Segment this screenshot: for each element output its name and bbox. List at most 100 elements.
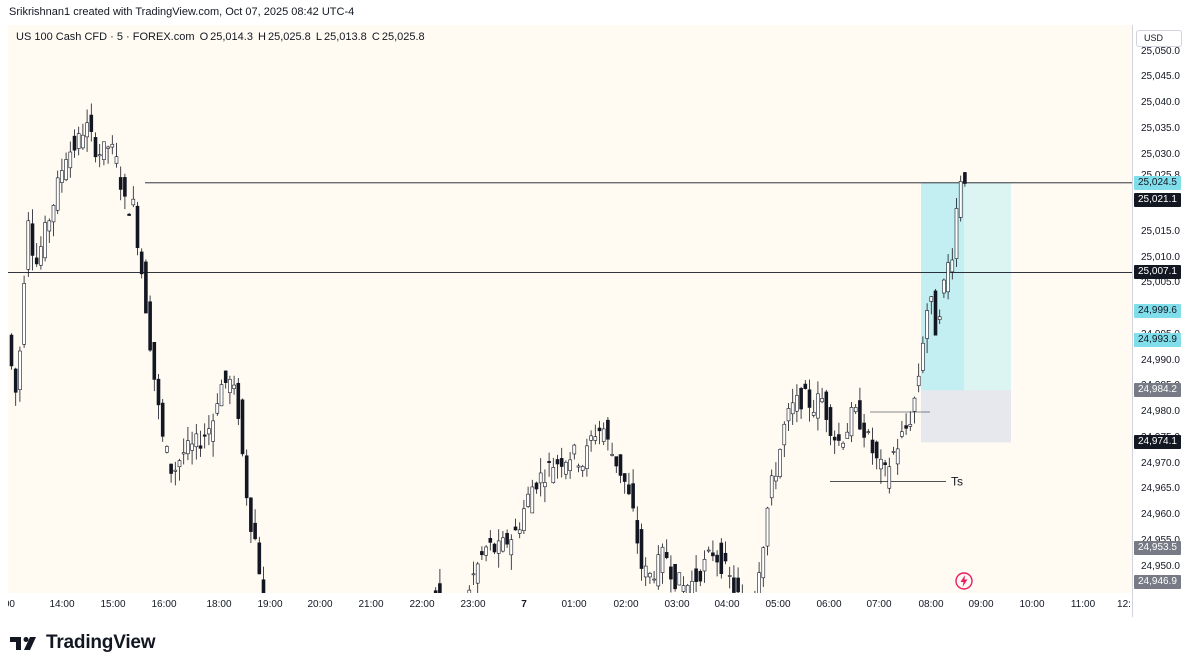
candle-body (177, 460, 182, 468)
price-level-badge[interactable]: 24,993.9 (1134, 333, 1181, 348)
candle-body (85, 122, 89, 138)
candle-body (68, 151, 73, 169)
candle-body (593, 436, 598, 441)
candle-body (769, 475, 774, 499)
candle-body (72, 135, 77, 151)
candle-body (832, 436, 837, 441)
candle-body (534, 482, 539, 490)
snapshot-caption: Srikrishnan1 created with TradingView.co… (9, 6, 355, 18)
candle-body (736, 577, 740, 593)
candle-body (916, 375, 921, 387)
candle-body (488, 537, 493, 543)
price-level-badge[interactable]: 24,984.2 (1134, 383, 1181, 398)
candle-body (811, 411, 816, 416)
candle-body (219, 384, 224, 407)
currency-button[interactable]: USD (1136, 30, 1182, 47)
price-tick-label: 24,950.0 (1141, 560, 1180, 572)
candle-body (782, 423, 787, 446)
candlestick-series[interactable] (9, 103, 967, 593)
candle-body (106, 146, 110, 149)
candle-body (60, 170, 64, 183)
candle-body (513, 526, 518, 531)
axis-corner (1132, 593, 1192, 617)
time-tick-label: 18:00 (206, 599, 232, 610)
tradingview-logo[interactable]: TradingView (10, 632, 156, 654)
candle-body (39, 246, 43, 266)
candle-body (698, 571, 703, 582)
time-tick-label: 08:00 (918, 599, 944, 610)
candle-body (559, 458, 564, 467)
price-level-badge[interactable]: 25,024.5 (1134, 175, 1181, 190)
candle-body (652, 578, 656, 581)
price-level-badge[interactable]: 25,007.1 (1134, 265, 1181, 280)
candle-body (433, 590, 438, 593)
time-axis[interactable]: :00 14:00 15:00 16:00 18:00 19:00 20:00 21:00 22… (8, 593, 1132, 617)
candle-body (568, 459, 572, 472)
candle-body (152, 341, 157, 380)
candle-body (597, 427, 602, 432)
candle-body (34, 257, 39, 265)
candle-body (723, 552, 728, 562)
candle-body (845, 431, 850, 439)
symbol-name[interactable]: US 100 Cash CFD · 5 · FOREX.com (16, 31, 195, 43)
time-tick-label: 14:00 (49, 599, 75, 610)
candle-body (480, 551, 484, 556)
candle-body (824, 391, 829, 420)
time-tick-label: 19:00 (257, 599, 283, 610)
candle-body (223, 370, 228, 383)
candle-body (778, 449, 782, 477)
candle-body (165, 446, 169, 453)
ohlc-high: 25,025.8 (267, 31, 311, 43)
candle-body (509, 539, 514, 556)
time-tick-label: 07:00 (866, 599, 892, 610)
candle-body (841, 442, 845, 448)
price-axis[interactable]: 25,050.0 25,045.0 25,040.0 25,035.0 25,030.0… (1132, 25, 1192, 593)
candle-body (207, 428, 211, 435)
price-tick-label: 24,990.0 (1141, 354, 1180, 366)
candle-body (908, 424, 913, 427)
candle-body (249, 497, 253, 532)
candle-body (879, 458, 883, 470)
candle-body (870, 439, 875, 454)
candle-body (110, 143, 115, 148)
candle-body (228, 379, 232, 394)
chart-pane[interactable]: Ts (8, 25, 1132, 593)
price-tick-label: 25,015.0 (1141, 225, 1180, 237)
candle-body (921, 342, 925, 371)
candle-body (963, 172, 967, 184)
candle-body (790, 402, 795, 415)
time-tick-label: 16:00 (151, 599, 177, 610)
candle-body (144, 261, 148, 314)
candle-body (13, 368, 18, 393)
time-tick-label: 05:00 (765, 599, 791, 610)
candle-body (925, 310, 929, 339)
candle-body (601, 428, 606, 442)
candle-body (26, 220, 31, 270)
price-level-badge[interactable]: 24,953.5 (1134, 541, 1181, 556)
candle-body (564, 461, 568, 475)
price-level-badge[interactable]: 24,946.9 (1134, 575, 1181, 590)
candle-body (958, 181, 963, 218)
candle-body (156, 378, 161, 406)
candle-body (438, 583, 442, 593)
candle-body (795, 395, 799, 412)
candle-body (887, 466, 892, 489)
price-level-badge[interactable]: 24,999.6 (1134, 304, 1181, 319)
long-position-stop-zone[interactable] (921, 390, 1011, 443)
price-level-badge[interactable]: 25,021.1 (1134, 193, 1181, 208)
candle-body (933, 290, 938, 336)
bolt-icon[interactable] (954, 571, 974, 591)
price-tick-label: 25,040.0 (1141, 97, 1180, 108)
candle-body (551, 467, 556, 483)
candle-body (757, 572, 761, 593)
price-level-badge[interactable]: 24,974.1 (1134, 435, 1181, 450)
time-tick-label: 21:00 (358, 599, 384, 610)
ts-label: Ts (951, 475, 963, 489)
price-chart[interactable]: Ts (8, 25, 1132, 593)
time-tick-label: 20:00 (307, 599, 333, 610)
time-tick-label: 01:00 (561, 599, 587, 610)
price-tick-label: 25,005.0 (1141, 277, 1180, 289)
candle-body (912, 397, 917, 412)
candle-body (761, 547, 766, 579)
